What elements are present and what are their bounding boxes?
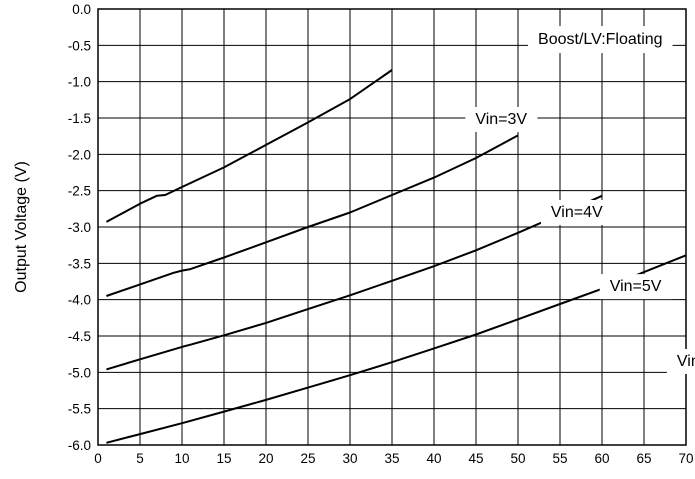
series-line-1 (105, 69, 393, 223)
x-tick-label: 35 (384, 451, 399, 466)
y-tick-label: -0.5 (68, 38, 91, 53)
y-axis-title: Output Voltage (V) (13, 161, 30, 293)
tick-labels: 0 5 10 15 20 25 30 35 40 45 50 55 60 65 70 0.0 -0.5 -1.0 -… (68, 2, 694, 466)
series-line-3 (106, 194, 603, 371)
x-tick-label: 30 (342, 451, 357, 466)
series-label-background (465, 107, 538, 132)
x-tick-label: 65 (636, 451, 651, 466)
y-tick-label: -3.0 (68, 220, 91, 235)
series-label-3: Vin=5V (610, 278, 662, 295)
y-tick-label: -4.0 (68, 293, 91, 308)
series-line-2 (106, 134, 519, 297)
y-tick-label: -2.0 (68, 147, 91, 162)
annotation-label: Boost/LV:Floating (538, 31, 663, 48)
y-tick-label: -3.5 (68, 256, 91, 271)
y-tick-label: 0.0 (72, 2, 91, 17)
x-tick-label: 0 (94, 451, 102, 466)
y-tick-label: -6.0 (68, 438, 91, 453)
y-tick-label: -5.5 (68, 402, 91, 417)
y-tick-label: -2.5 (68, 184, 91, 199)
series-labels: Vin=3V Vin=4V Vin=5V Vin=6V (465, 107, 695, 374)
x-tick-label: 10 (174, 451, 189, 466)
y-tick-label: -5.0 (68, 365, 91, 380)
x-tick-label: 25 (300, 451, 315, 466)
series-label-background (666, 348, 695, 374)
y-tick-label: -1.5 (68, 111, 91, 126)
series-label-2: Vin=4V (551, 204, 603, 221)
y-tick-label: -4.5 (68, 329, 91, 344)
grid (97, 8, 687, 446)
series-label-1: Vin=3V (475, 111, 527, 128)
x-tick-label: 45 (468, 451, 483, 466)
series-label-background (540, 200, 614, 226)
y-tick-label: -1.0 (68, 75, 91, 90)
x-tick-label: 55 (552, 451, 567, 466)
series-line-4 (106, 254, 687, 444)
x-tick-label: 70 (678, 451, 693, 466)
x-tick-label: 60 (594, 451, 609, 466)
annotation-background (528, 26, 673, 54)
x-tick-label: 20 (258, 451, 273, 466)
x-tick-label: 40 (426, 451, 441, 466)
series-lines (105, 69, 687, 444)
plot-frame (97, 8, 687, 446)
annotation-group: Boost/LV:Floating (528, 26, 673, 54)
series-label-background (599, 274, 672, 300)
x-tick-label: 5 (136, 451, 144, 466)
series-label-4: Vin=6V (677, 353, 695, 370)
x-tick-label: 15 (216, 451, 231, 466)
x-tick-label: 50 (510, 451, 525, 466)
